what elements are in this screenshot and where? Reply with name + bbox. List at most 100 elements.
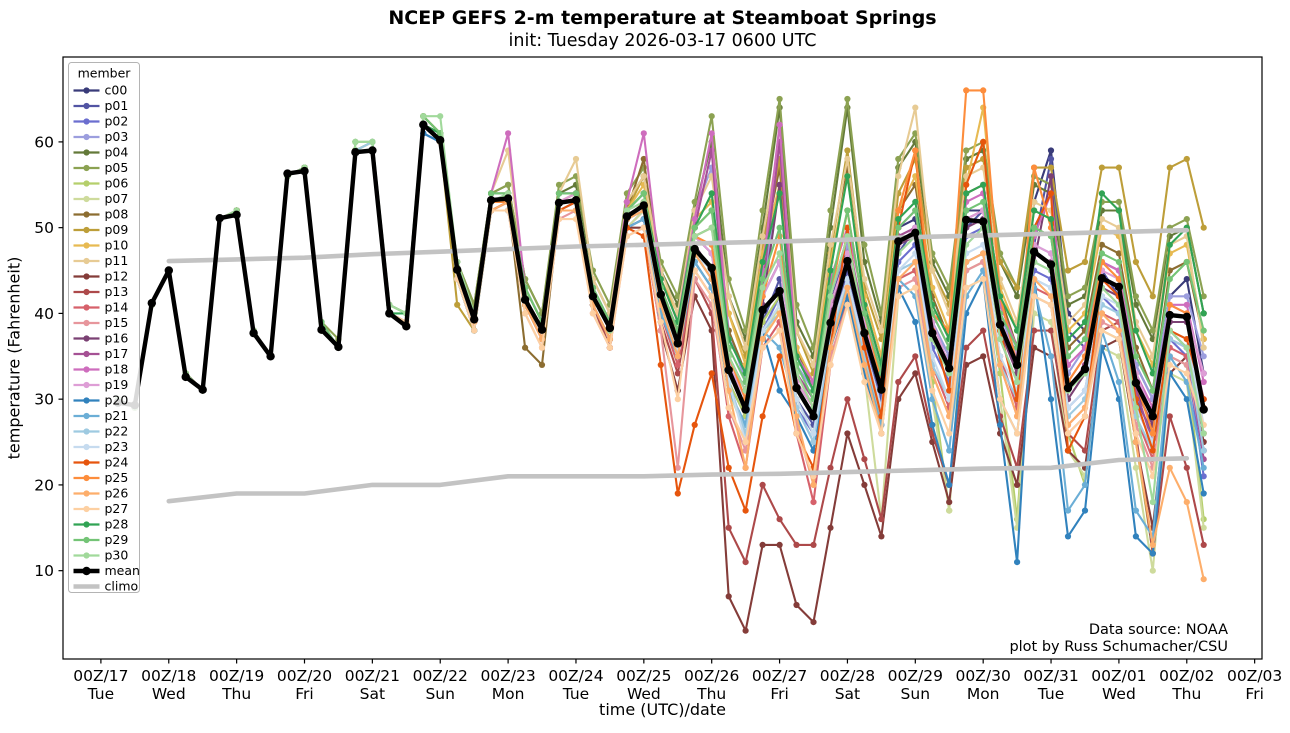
series-p09-marker — [1115, 164, 1122, 171]
series-p24-marker — [1149, 447, 1156, 454]
series-p08-marker — [640, 155, 647, 163]
series-p28-marker — [844, 173, 851, 180]
legend-marker-p11 — [83, 257, 90, 265]
series-p27-marker — [793, 430, 800, 437]
series-p13-marker — [810, 541, 817, 549]
x-axis-label: time (UTC)/date — [599, 700, 726, 719]
series-p27-marker — [878, 430, 885, 437]
series-p28-marker — [1031, 207, 1038, 214]
series-p11-marker — [827, 241, 834, 248]
ensemble-mean-line-marker — [962, 215, 971, 225]
series-p09-marker — [1132, 258, 1139, 266]
x-tick-weekday: Sat — [835, 685, 860, 703]
series-p11-marker — [759, 233, 766, 240]
series-p20-marker — [1081, 507, 1089, 514]
series-p28-marker — [980, 181, 987, 188]
series-p05-marker — [1115, 198, 1122, 205]
series-p27-marker — [640, 224, 647, 231]
series-p29-marker — [1149, 387, 1156, 394]
credit-text: plot by Russ Schumacher/CSU — [1009, 639, 1228, 655]
series-p13-marker — [861, 456, 868, 463]
series-p21-marker — [1064, 507, 1072, 514]
ensemble-mean-line-marker — [724, 365, 733, 375]
series-p27-marker — [861, 378, 868, 386]
x-tick-weekday: Mon — [967, 685, 1000, 703]
series-p09-marker — [1183, 155, 1190, 163]
series-p29-marker — [1183, 258, 1190, 266]
x-tick-label: 00Z/01 — [1091, 667, 1146, 685]
ensemble-mean-line-marker — [690, 244, 699, 254]
series-p11-marker — [742, 344, 749, 351]
legend-label-p21: p21 — [105, 408, 129, 423]
series-p24-marker — [946, 387, 953, 394]
series-p13-marker — [980, 327, 987, 334]
series-p27-marker — [1031, 293, 1038, 300]
series-p28-marker — [759, 258, 766, 266]
legend-label-p02: p02 — [105, 114, 129, 129]
x-tick-label: 00Z/25 — [616, 667, 671, 685]
series-p30-marker — [691, 233, 698, 240]
series-p24-marker — [708, 370, 715, 377]
series-p21-marker — [946, 447, 953, 454]
series-p27-marker — [708, 293, 715, 300]
series-p15-marker — [674, 464, 681, 471]
series-p11-marker — [725, 293, 732, 300]
legend-marker-p01 — [83, 102, 90, 110]
series-p28-marker — [1081, 318, 1089, 326]
series-p11-marker — [844, 155, 851, 163]
series-p09-marker — [1166, 164, 1173, 171]
y-tick-label: 60 — [34, 133, 54, 151]
series-p27-marker — [1064, 430, 1072, 437]
x-tick-weekday: Sat — [360, 685, 385, 703]
x-tick-label: 00Z/03 — [1227, 667, 1282, 685]
series-p29-marker — [691, 224, 698, 231]
series-p09-marker — [1149, 293, 1156, 300]
series-p24-marker — [691, 421, 698, 428]
series-p18-marker — [623, 198, 631, 205]
series-p18-marker — [640, 130, 647, 137]
x-tick-label: 00Z/31 — [1023, 667, 1078, 685]
legend-label-p06: p06 — [105, 176, 129, 191]
ensemble-mean-line-marker — [334, 342, 343, 352]
series-p27-marker — [522, 310, 529, 317]
legend-marker-p29 — [83, 536, 90, 544]
ensemble-mean-line-marker — [436, 136, 445, 145]
legend-label-p17: p17 — [105, 346, 129, 361]
ensemble-mean-line-marker — [1063, 383, 1073, 393]
legend-marker-p17 — [83, 350, 90, 358]
legend-marker-p24 — [83, 459, 90, 466]
x-tick-weekday: Wed — [1102, 685, 1136, 703]
x-tick-weekday: Mon — [492, 685, 525, 703]
series-p12-marker — [827, 524, 834, 531]
series-p28-marker — [1115, 207, 1122, 214]
series-p21-marker — [929, 396, 936, 403]
series-p05-marker — [844, 95, 851, 103]
series-p27-marker — [759, 344, 766, 351]
ensemble-mean-line-marker — [911, 228, 920, 237]
series-p13-marker — [844, 396, 851, 403]
series-p30-marker — [759, 284, 766, 291]
ensemble-mean-line-marker — [979, 217, 988, 226]
x-tick-weekday: Tue — [87, 685, 114, 703]
x-tick-label: 00Z/27 — [752, 667, 807, 685]
series-p29-marker — [759, 276, 766, 283]
series-p26-marker — [997, 361, 1004, 368]
ensemble-mean-line-marker — [164, 266, 173, 275]
series-p26-marker — [1200, 576, 1207, 583]
series-p29-marker — [1200, 327, 1207, 334]
ensemble-mean-line-marker — [1029, 247, 1039, 256]
x-tick-weekday: Fri — [1245, 685, 1263, 703]
series-p13-marker — [912, 353, 919, 360]
series-p27-marker — [1183, 370, 1190, 377]
series-p20-marker — [912, 318, 919, 326]
series-p30-marker — [776, 250, 783, 257]
series-p20-marker — [1183, 396, 1190, 403]
series-p26-marker — [674, 353, 681, 360]
series-p05-marker — [827, 207, 834, 214]
series-p24-marker — [725, 464, 732, 471]
series-p01-marker — [1047, 155, 1055, 163]
series-p29-marker — [488, 190, 495, 197]
legend-marker-p14 — [83, 304, 90, 311]
x-tick-weekday: Thu — [221, 685, 251, 703]
series-p25-marker — [1166, 301, 1173, 308]
